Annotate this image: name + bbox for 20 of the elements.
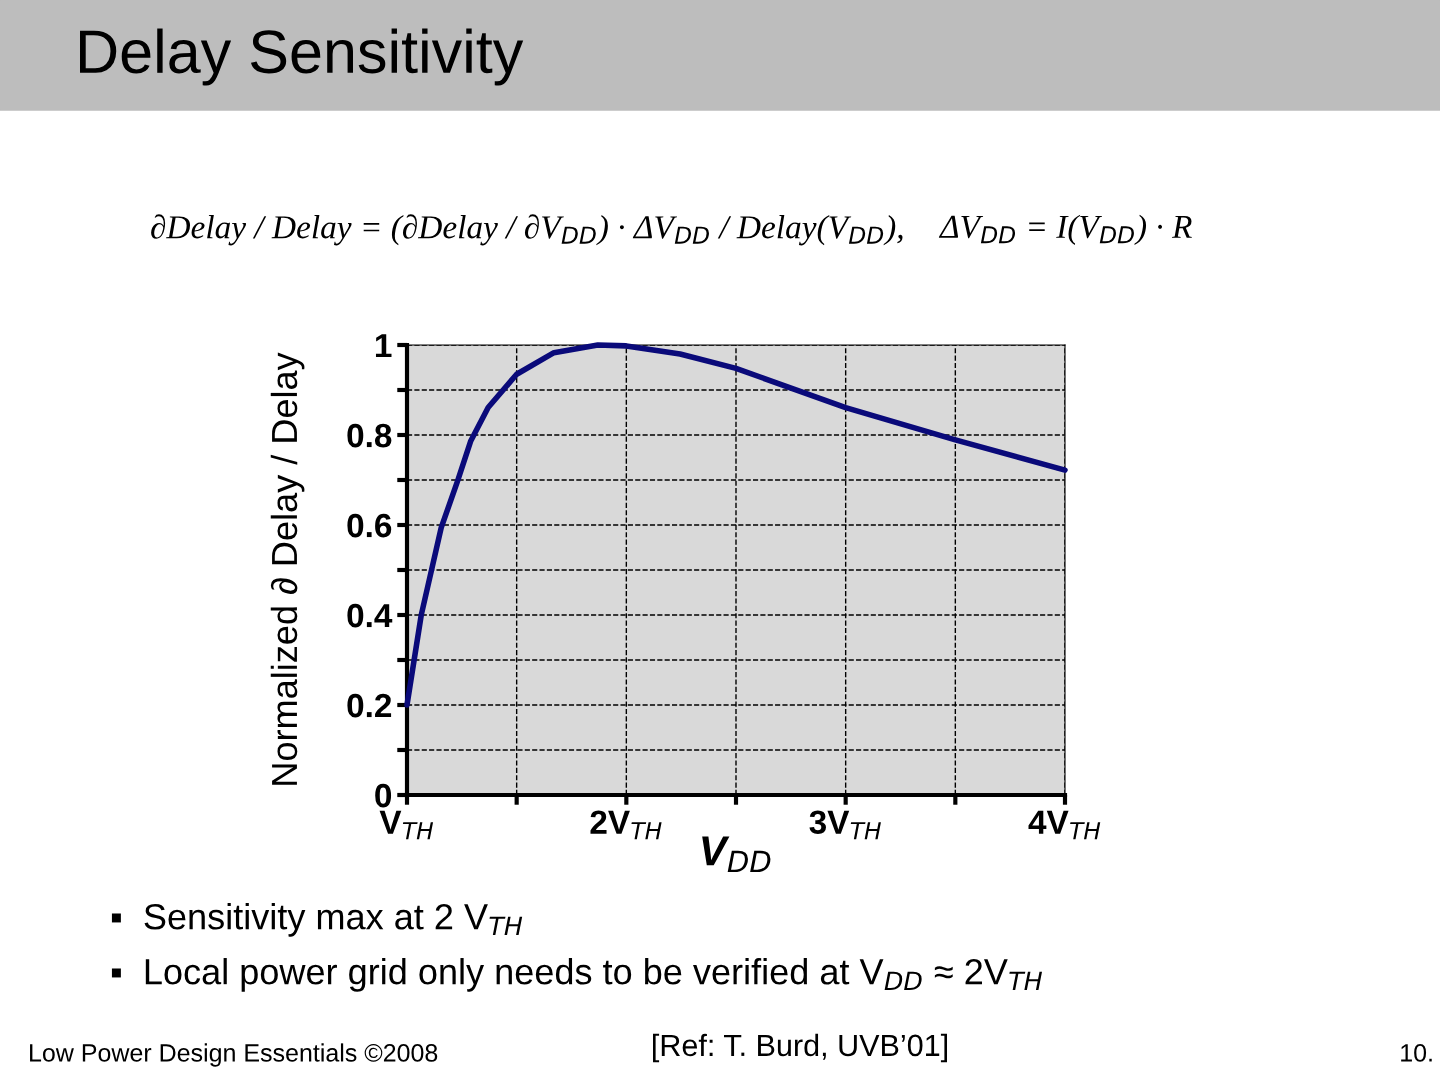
- y-tick-label: 0.4: [347, 603, 393, 628]
- x-tick-label: 4V$_{TH}$: [1028, 810, 1101, 840]
- text: [Ref: T. Burd, UVB’01]: [653, 1033, 947, 1063]
- y-tick-label: 0.6: [347, 513, 392, 538]
- x-tick-label: 2V$_{TH}$: [590, 810, 662, 840]
- x-tick-label: V$_{TH}$: [379, 810, 434, 840]
- chart-title: Delay Sensitivity: [80, 28, 524, 86]
- x-axis-title: V$_{DD}$: [702, 836, 771, 873]
- text: ∂Delay / Delay = (∂Delay / ∂V$_{DD}$) · ΔV$_{DD}$ / Delay(V$_{DD}$),: [151, 214, 903, 246]
- text: Low Power Design Essentials ©2008: [30, 1043, 438, 1067]
- text: 10.: [1401, 1044, 1432, 1062]
- y-tick-label: 0.2: [347, 693, 392, 718]
- text: ΔV$_{DD}$ = I(V$_{DD}$) · R: [938, 214, 1192, 245]
- y-tick-label: 0.8: [347, 423, 392, 448]
- text: ▪ Sensitivity max at 2 V$_{TH}$: [111, 903, 523, 937]
- y-tick-label: 1: [375, 334, 392, 358]
- x-tick-label: 3V$_{TH}$: [809, 810, 881, 840]
- text: ▪ Local power grid only needs to be verified at V$_{DD}$ ≈ 2V$_{TH}$: [111, 958, 1043, 992]
- y-tick-label: 0: [375, 783, 392, 808]
- y-axis-title: Normalized ∂ Delay / Delay: [270, 352, 305, 785]
